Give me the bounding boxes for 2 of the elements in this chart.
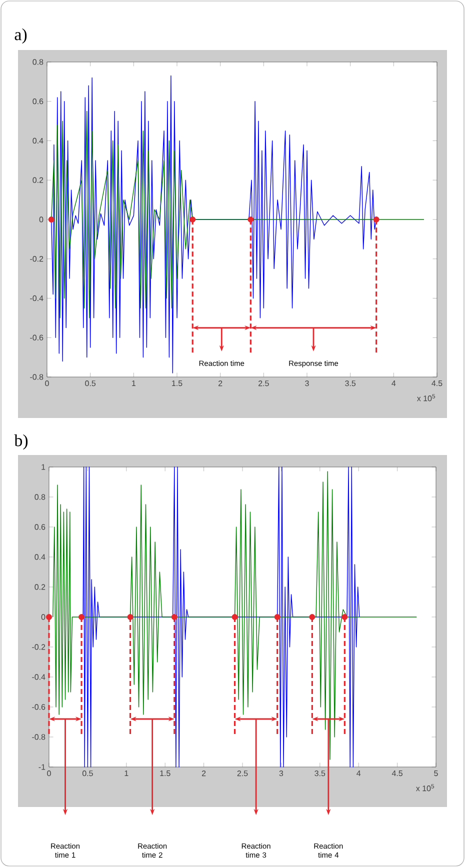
chart-title: b): [14, 434, 28, 450]
chart-title: a): [14, 28, 27, 44]
